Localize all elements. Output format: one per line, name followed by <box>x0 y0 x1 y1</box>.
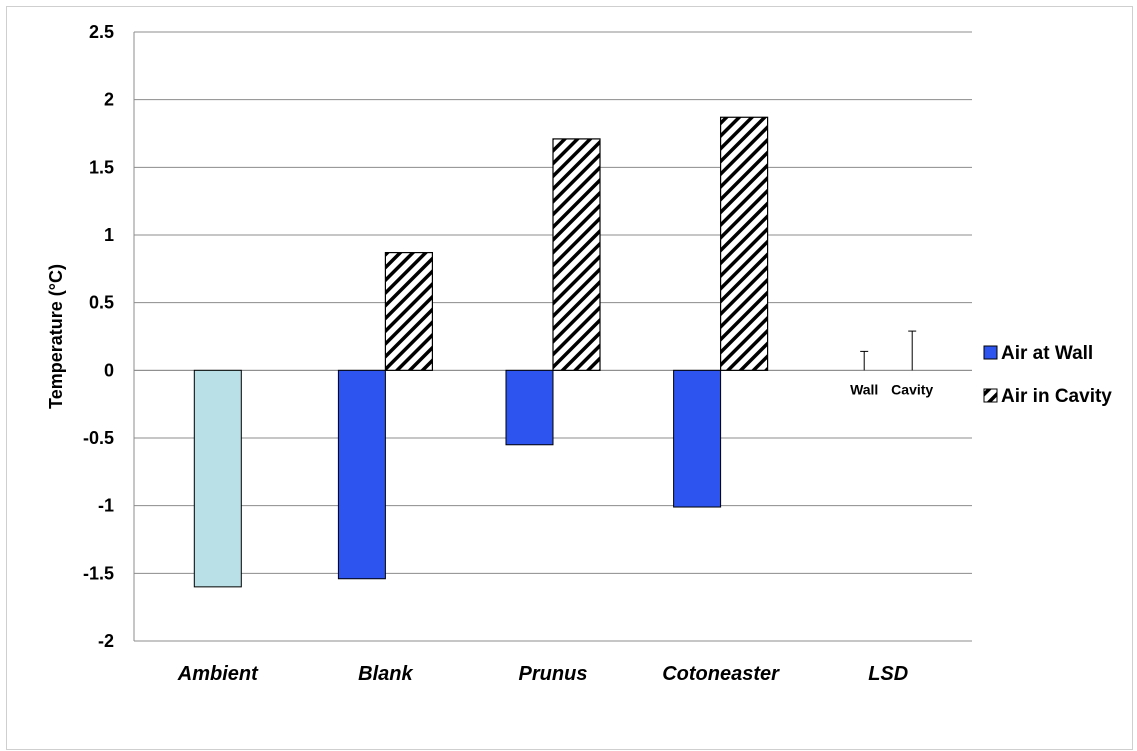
x-category-label: Prunus <box>519 663 588 685</box>
bar-ambient <box>193 369 242 588</box>
lsd-label: Wall <box>850 381 878 397</box>
bar-air-in-cavity <box>719 116 769 371</box>
y-tick-label: 2.5 <box>89 22 114 42</box>
x-category-label: Ambient <box>177 663 259 685</box>
bar-air-at-wall <box>337 369 386 580</box>
y-tick-label: -0.5 <box>83 428 114 448</box>
legend-swatch-air-in-cavity <box>983 388 998 403</box>
y-tick-label: 0.5 <box>89 293 114 313</box>
bar-air-at-wall <box>673 369 722 508</box>
x-axis-categories: Ambient Blank Prunus Cotoneaster LSD <box>177 663 908 685</box>
x-category-label: LSD <box>868 663 908 685</box>
chart-frame: 2.5 2 1.5 1 0.5 0 -0.5 -1 -1.5 -2 Wall Cavity Ambi… <box>6 6 1133 750</box>
y-tick-label: 1 <box>104 225 114 245</box>
lsd-error-bars: Wall Cavity <box>850 330 933 397</box>
legend-swatch-air-at-wall <box>983 345 998 360</box>
y-tick-label: 0 <box>104 360 114 380</box>
bars <box>193 116 769 588</box>
legend-label-air-at-wall: Air at Wall <box>1001 343 1093 364</box>
bar-air-in-cavity <box>384 251 433 371</box>
legend: Air at Wall Air in Cavity <box>983 343 1112 407</box>
y-tick-label: 2 <box>104 90 114 110</box>
bar-air-at-wall <box>505 369 554 446</box>
lsd-label: Cavity <box>891 381 933 397</box>
bar-chart: 2.5 2 1.5 1 0.5 0 -0.5 -1 -1.5 -2 Wall Cavity Ambi… <box>46 22 1112 685</box>
y-tick-label: 1.5 <box>89 157 114 177</box>
bar-air-in-cavity <box>552 138 601 371</box>
y-tick-label: -2 <box>98 631 114 651</box>
y-axis-label: Temperature (°C) <box>46 264 66 409</box>
y-tick-label: -1.5 <box>83 563 114 583</box>
x-category-label: Blank <box>358 663 413 685</box>
x-category-label: Cotoneaster <box>662 663 780 685</box>
legend-label-air-in-cavity: Air in Cavity <box>1001 386 1112 407</box>
y-axis-ticks: 2.5 2 1.5 1 0.5 0 -0.5 -1 -1.5 -2 <box>83 22 114 651</box>
y-tick-label: -1 <box>98 496 114 516</box>
